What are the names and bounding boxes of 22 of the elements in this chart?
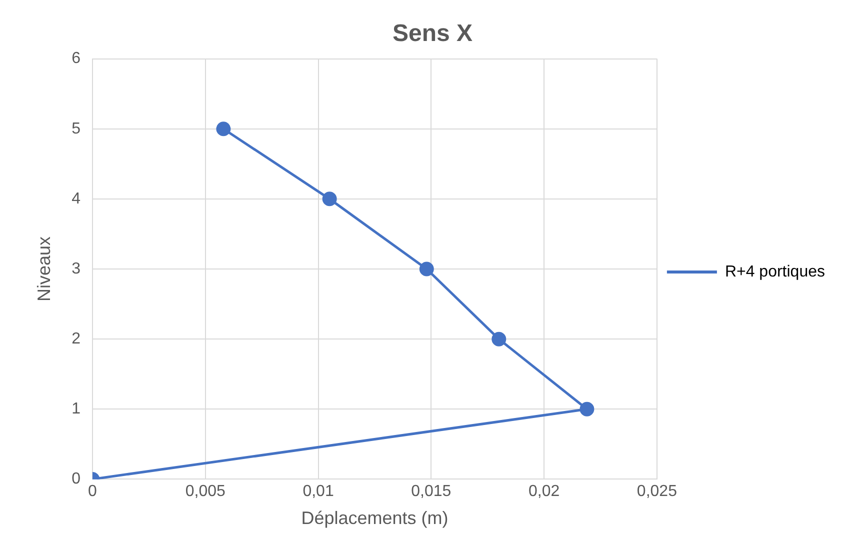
point [216,122,231,136]
y-tick-label: 5 [72,120,81,138]
x-axis-title: Déplacements (m) [301,508,448,528]
x-tick-label: 0,005 [185,483,226,500]
chart-title: Sens X [392,20,473,48]
point [580,402,594,416]
y-tick-label: 2 [72,330,81,348]
y-tick-label: 3 [72,260,81,278]
y-tick-label: 6 [72,50,81,68]
x-tick-label: 0,015 [411,483,452,500]
y-tick-label: 1 [72,400,81,418]
y-axis-title: Niveaux [34,236,54,302]
point [322,192,337,206]
legend-label: R+4 portiques [724,263,825,280]
x-tick-label: 0,025 [636,483,678,500]
point [419,262,434,276]
point [492,332,506,346]
x-tick-label: 0,01 [302,483,334,500]
y-tick-label: 0 [72,470,81,488]
x-tick-label: 0 [88,483,98,500]
x-tick-label: 0,02 [528,483,560,500]
y-tick-label: 4 [72,190,81,208]
